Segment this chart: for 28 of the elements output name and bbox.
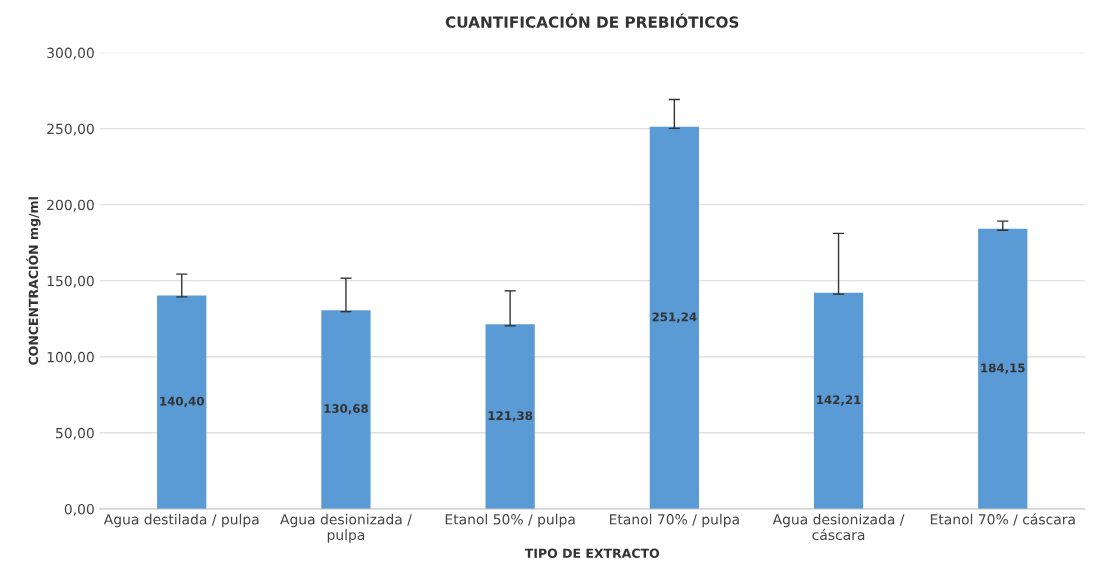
bar [321,310,371,509]
bar [485,324,535,509]
bar [978,228,1028,509]
y-tick-label: 0,00 [64,503,94,516]
data-label: 184,15 [981,363,1025,374]
y-tick-label: 200,00 [47,199,94,212]
y-tick-label: 150,00 [47,275,94,288]
x-tick-label: Agua destilada / pulpa [103,513,259,528]
bar [813,292,864,509]
x-tick-label: Etanol 70% / cáscara [930,513,1075,526]
x-tick-label: Agua desionizada / pulpa [280,513,412,543]
x-tick-label: Etanol 50% / pulpa [445,513,575,528]
x-tick-label: Etanol 70% / pulpa [609,513,739,528]
bar [649,126,699,509]
data-label: 130,68 [324,404,368,415]
y-tick-label: 50,00 [56,427,94,440]
y-axis-title: CONCENTRACIÓN mg/ml [26,197,41,365]
y-tick-label: 300,00 [47,47,94,60]
chart-title: CUANTIFICACIÓN DE PREBIÓTICOS [445,13,739,28]
data-label: 140,40 [160,396,204,408]
y-tick-label: 250,00 [47,123,94,136]
x-tick-label: Agua desionizada / cáscara [772,513,905,541]
x-axis-title: TIPO DE EXTRACTO [524,548,660,559]
data-label: 121,38 [488,411,533,422]
data-label: 142,21 [817,395,861,406]
y-tick-label: 100,00 [47,351,94,364]
bar [157,295,207,509]
data-label: 251,24 [652,312,697,323]
